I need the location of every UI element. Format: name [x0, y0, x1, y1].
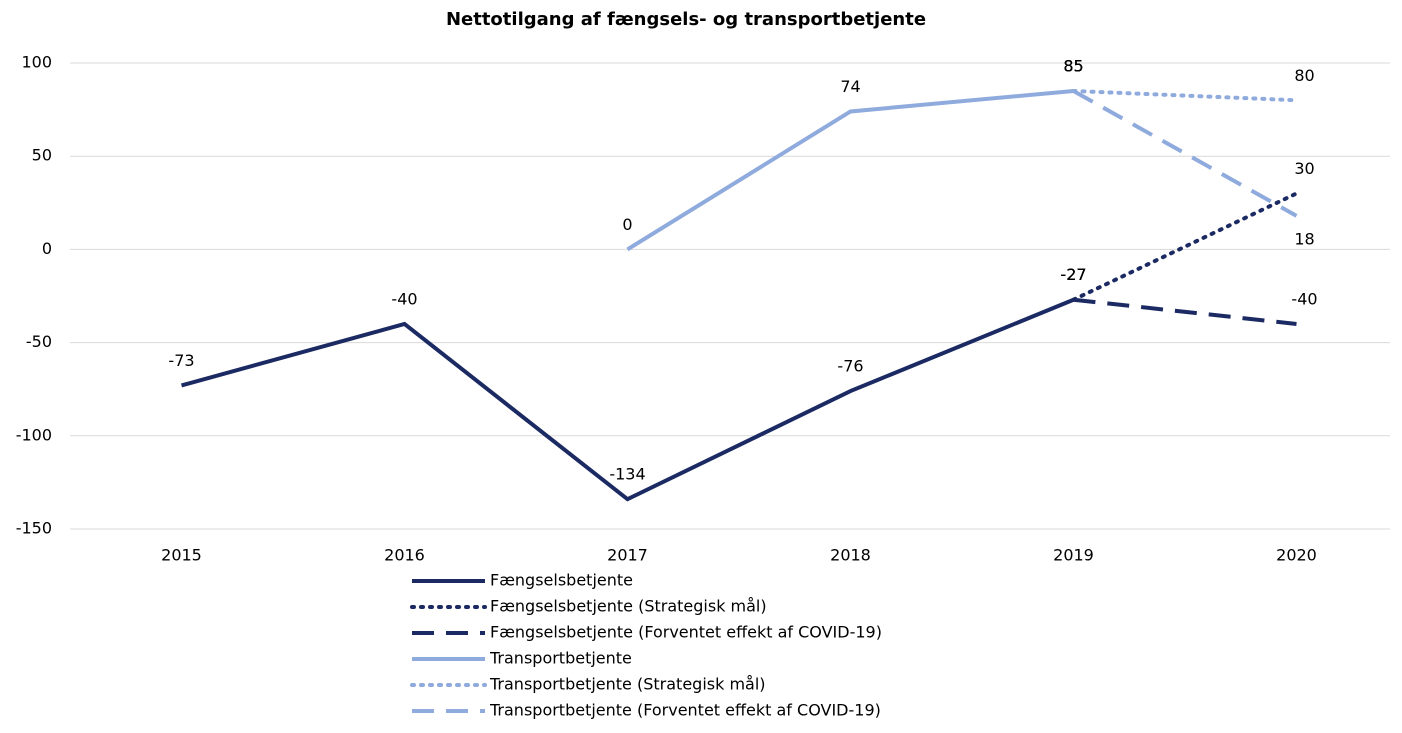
- y-tick-label: -50: [26, 332, 52, 351]
- data-label: -40: [391, 289, 417, 308]
- data-label: 85: [1063, 56, 1083, 75]
- data-label: -27: [1060, 265, 1086, 284]
- data-label: 85: [1063, 56, 1083, 75]
- y-tick-label: 0: [42, 239, 52, 258]
- data-label: 18: [1294, 229, 1314, 248]
- data-label: -27: [1060, 265, 1086, 284]
- x-tick-label: 2015: [161, 546, 202, 565]
- data-label: -76: [837, 357, 863, 376]
- legend-label: Transportbetjente (Forventet effekt af C…: [489, 701, 881, 720]
- data-label: 74: [840, 77, 860, 96]
- legend-label: Transportbetjente (Strategisk mål): [489, 675, 766, 694]
- data-label: -73: [168, 351, 194, 370]
- y-tick-label: 50: [32, 146, 52, 165]
- series-line: [180, 297, 1075, 502]
- series-line: [1071, 191, 1299, 302]
- series-line: [1071, 88, 1299, 103]
- data-label: 30: [1294, 159, 1314, 178]
- y-tick-label: -150: [16, 519, 52, 538]
- x-tick-label: 2019: [1053, 546, 1094, 565]
- data-label: -134: [609, 465, 645, 484]
- data-label: -40: [1291, 289, 1317, 308]
- y-tick-label: 100: [21, 53, 52, 72]
- data-label: 0: [622, 215, 632, 234]
- series-line: [1072, 89, 1298, 218]
- chart-title: Nettotilgang af fængsels- og transportbe…: [446, 9, 926, 30]
- legend-label: Transportbetjente: [489, 649, 632, 668]
- series-line: [1073, 297, 1297, 326]
- legend-label: Fængselsbetjente (Forventet effekt af CO…: [490, 623, 882, 642]
- series-line: [626, 88, 1074, 252]
- x-tick-label: 2017: [607, 546, 648, 565]
- y-tick-label: -100: [16, 425, 52, 444]
- legend-label: Fængselsbetjente: [490, 571, 633, 590]
- legend-label: Fængselsbetjente (Strategisk mål): [490, 597, 767, 616]
- data-label: 80: [1294, 66, 1314, 85]
- x-tick-label: 2020: [1276, 546, 1317, 565]
- x-tick-label: 2016: [384, 546, 425, 565]
- data-label: 85: [1063, 56, 1083, 75]
- x-tick-label: 2018: [830, 546, 871, 565]
- data-label: -27: [1060, 265, 1086, 284]
